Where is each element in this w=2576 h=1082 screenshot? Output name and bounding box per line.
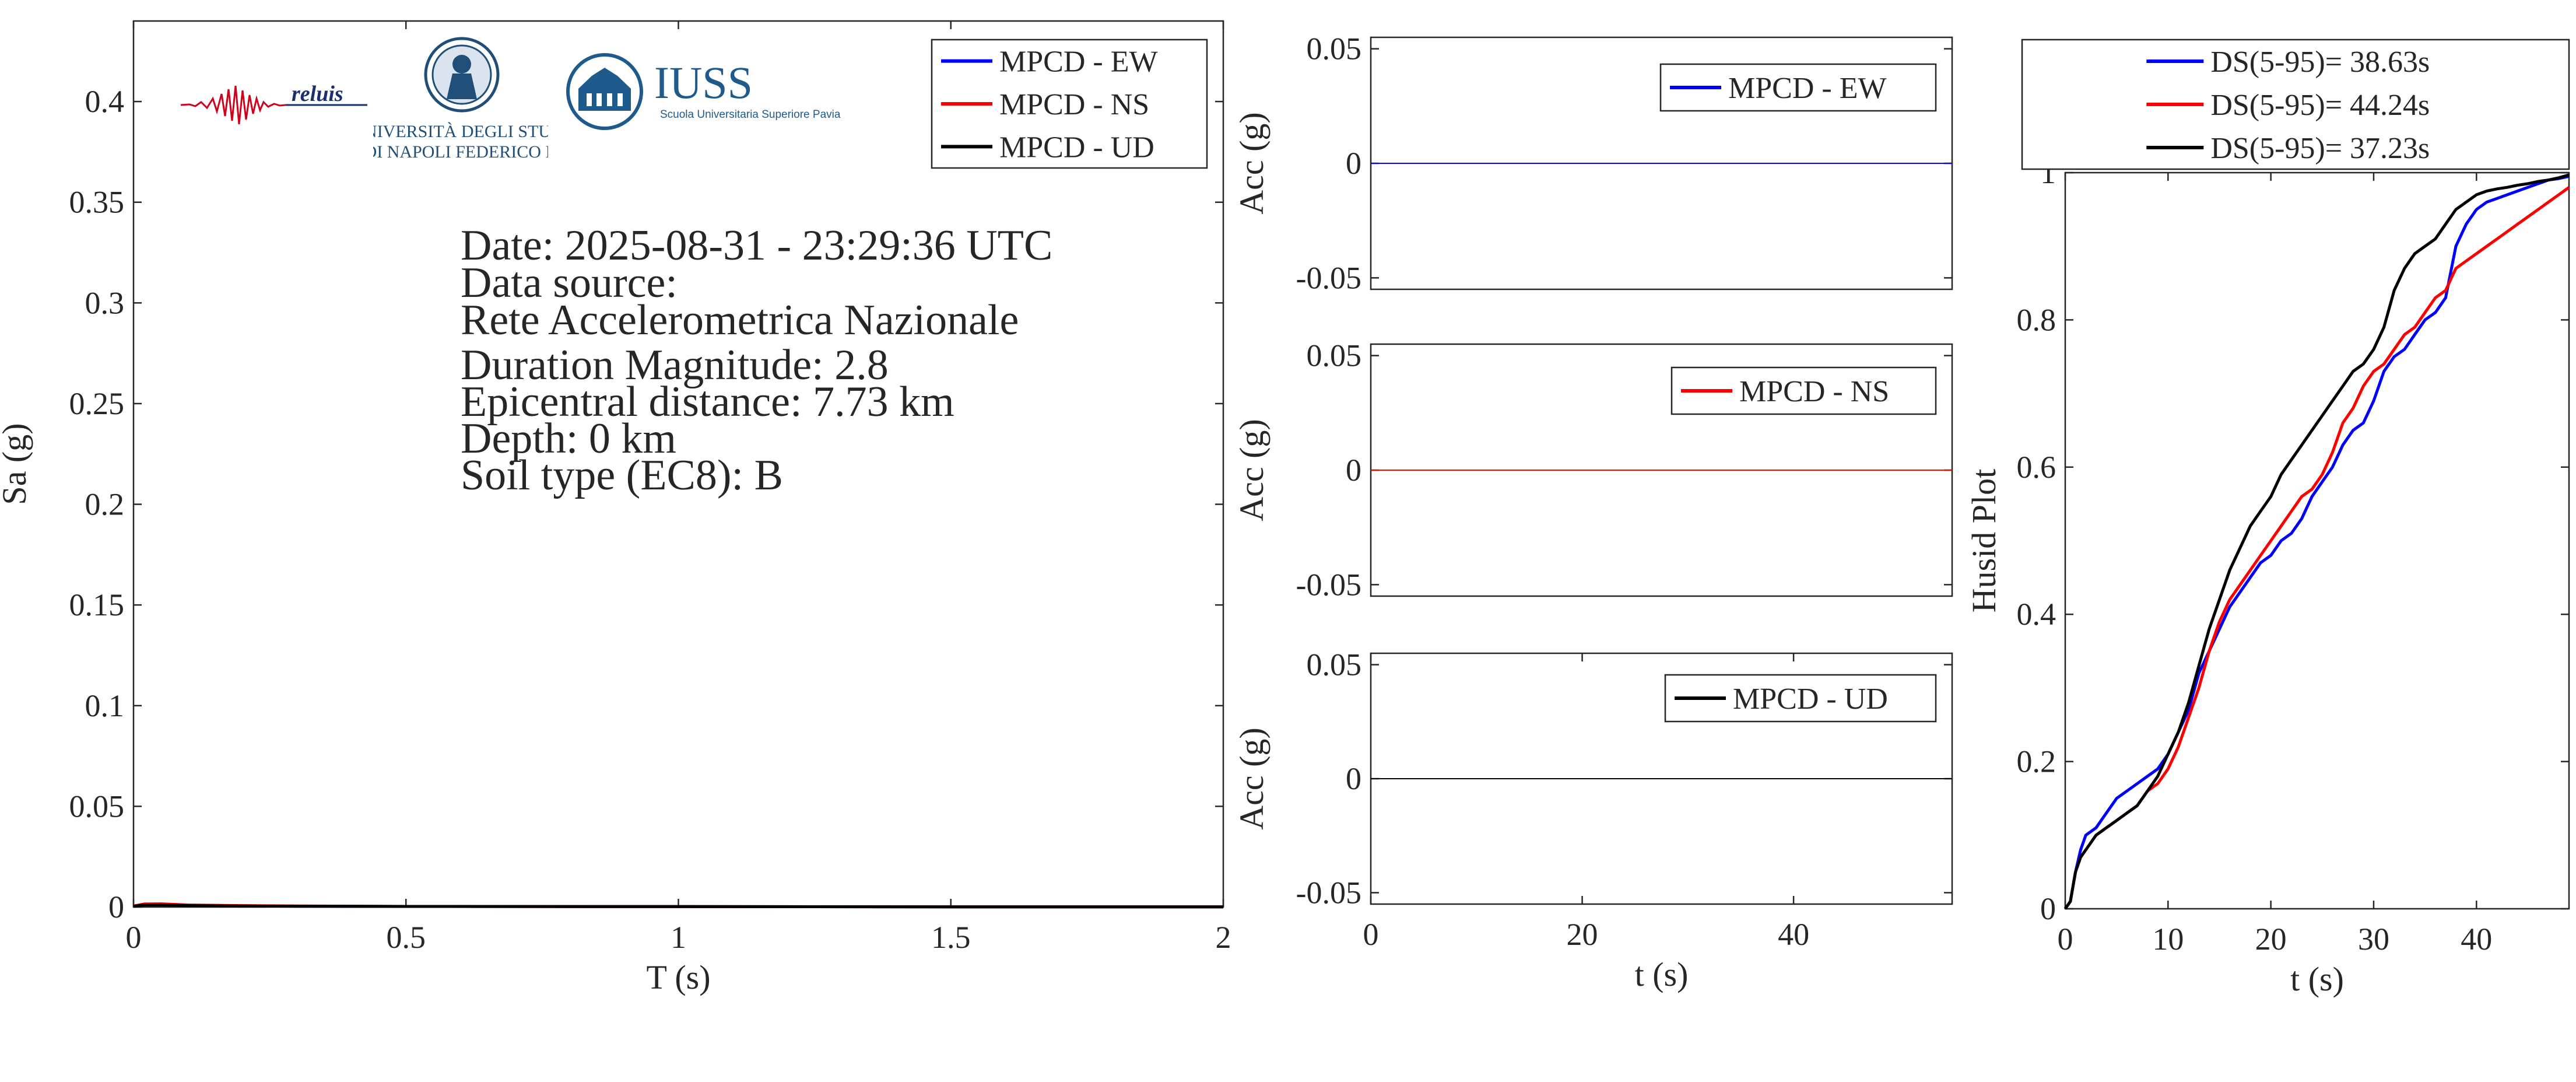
reluis-logo: reluis bbox=[180, 73, 367, 137]
husid-series-2 bbox=[2063, 173, 2570, 910]
spectrum-xtick-label: 0 bbox=[126, 920, 142, 955]
husid-xtick-label: 20 bbox=[2255, 922, 2287, 957]
acc-ud-legend-label: MPCD - UD bbox=[1733, 682, 1888, 716]
chart-spectrum: 0 0.05 0.1 0.15 0.2 0.25 0.3 0.35 0.4 0 0.5 1 1.5 2 T … bbox=[0, 20, 1231, 996]
acc-ns-ytick-label: 0 bbox=[1346, 453, 1361, 488]
iuss-emblem-icon: IUSS Scuola Universitaria Superiore Pavi… bbox=[566, 53, 841, 130]
acc-ns-ylabel: Acc (g) bbox=[1233, 419, 1271, 521]
acc-ew-legend: MPCD - EW bbox=[1659, 63, 1937, 112]
event-info-depth: Depth: 0 km bbox=[461, 415, 676, 463]
spectrum-xtick-label: 1.5 bbox=[931, 920, 971, 955]
spectrum-ytick-label: 0.05 bbox=[69, 789, 125, 824]
acc-ns-legend-label: MPCD - NS bbox=[1739, 375, 1889, 408]
reluis-seismogram-icon: reluis bbox=[180, 82, 367, 125]
reluis-logo-text: reluis bbox=[292, 82, 343, 106]
husid-ylabel: Husid Plot bbox=[1965, 469, 2003, 613]
spectrum-legend: MPCD - EW MPCD - NS MPCD - UD bbox=[931, 38, 1208, 169]
husid-xtick-label: 40 bbox=[2461, 922, 2492, 957]
acc-ud-ylabel: Acc (g) bbox=[1233, 727, 1271, 830]
chart-acc-ns: -0.05 0 0.05 Acc (g) MPCD - NS bbox=[1233, 338, 1953, 602]
event-info-source_label: Data source: bbox=[461, 259, 678, 307]
spectrum-legend-label: MPCD - NS bbox=[999, 88, 1149, 121]
acc-ew-ytick-label: -0.05 bbox=[1296, 260, 1361, 295]
acc-ns-legend: MPCD - NS bbox=[1670, 366, 1937, 415]
husid-ytick-label: 0.6 bbox=[2017, 450, 2056, 485]
acc-ud-xtick-label: 40 bbox=[1778, 917, 1809, 952]
husid-ytick-label: 0 bbox=[2040, 891, 2056, 926]
spectrum-series-2 bbox=[133, 904, 1223, 909]
event-info-magnitude: Duration Magnitude: 2.8 bbox=[461, 341, 889, 389]
acc-ud-ytick-label: 0 bbox=[1346, 761, 1361, 796]
spectrum-xtick-label: 0.5 bbox=[387, 920, 426, 955]
spectrum-legend-label: MPCD - EW bbox=[999, 45, 1158, 79]
acc-ud-ytick-label: 0.05 bbox=[1307, 647, 1362, 682]
spectrum-xtick-label: 2 bbox=[1216, 920, 1231, 955]
acc-ew-ytick-label: 0.05 bbox=[1307, 31, 1362, 66]
iuss-logo-subtitle: Scuola Universitaria Superiore Pavia bbox=[660, 108, 841, 121]
acc-ud-ytick-label: -0.05 bbox=[1296, 875, 1361, 910]
husid-series-0 bbox=[2063, 174, 2570, 910]
husid-xtick-label: 10 bbox=[2152, 922, 2184, 957]
acc-ud-xlabel: t (s) bbox=[1635, 955, 1689, 993]
acc-ud-legend: MPCD - UD bbox=[1664, 674, 1937, 723]
unina-logo-line2: DI NAPOLI FEDERICO II bbox=[373, 142, 548, 162]
husid-legend-label: DS(5-95)= 44.24s bbox=[2210, 89, 2430, 122]
acc-ew-ytick-label: 0 bbox=[1346, 146, 1361, 181]
spectrum-ylabel: Sa (g) bbox=[0, 423, 33, 505]
spectrum-ytick-label: 0.25 bbox=[69, 386, 125, 421]
acc-ew-ylabel: Acc (g) bbox=[1233, 112, 1271, 215]
spectrum-xlabel: T (s) bbox=[646, 958, 710, 996]
spectrum-ytick-label: 0.4 bbox=[85, 84, 125, 119]
acc-ud-xtick-label: 20 bbox=[1567, 917, 1598, 952]
iuss-logo-title: IUSS bbox=[654, 57, 753, 108]
husid-xtick-label: 30 bbox=[2358, 922, 2389, 957]
husid-legend-label: DS(5-95)= 37.23s bbox=[2210, 132, 2430, 165]
husid-ytick-label: 0.2 bbox=[2017, 744, 2056, 779]
event-info-distance: Epicentral distance: 7.73 km bbox=[461, 378, 954, 426]
event-info-date: Date: 2025-08-31 - 23:29:36 UTC bbox=[461, 222, 1052, 269]
acc-ud-xtick-label: 0 bbox=[1363, 917, 1379, 952]
husid-legend-box bbox=[2021, 38, 2570, 170]
acc-ns-ytick-label: -0.05 bbox=[1296, 567, 1361, 602]
event-info-soil: Soil type (EC8): B bbox=[461, 451, 783, 499]
spectrum-ytick-label: 0.15 bbox=[69, 587, 125, 622]
spectrum-ytick-label: 0.3 bbox=[85, 285, 125, 320]
spectrum-xtick-label: 1 bbox=[671, 920, 686, 955]
acc-ew-legend-label: MPCD - EW bbox=[1728, 72, 1887, 105]
husid-legend: DS(5-95)= 38.63s DS(5-95)= 44.24s DS(5-95)… bbox=[2021, 38, 2570, 170]
spectrum-ytick-label: 0.1 bbox=[85, 688, 125, 723]
husid-ytick-label: 0.8 bbox=[2017, 302, 2056, 337]
event-info-source: Rete Accelerometrica Nazionale bbox=[461, 296, 1019, 344]
chart-acc-ew: -0.05 0 0.05 Acc (g) MPCD - EW bbox=[1233, 31, 1953, 295]
acc-ns-ytick-label: 0.05 bbox=[1307, 338, 1362, 373]
husid-xlabel: t (s) bbox=[2290, 960, 2344, 998]
spectrum-ytick-label: 0.2 bbox=[85, 487, 125, 522]
iuss-logo: IUSS Scuola Universitaria Superiore Pavi… bbox=[566, 52, 875, 131]
husid-legend-label: DS(5-95)= 38.63s bbox=[2210, 45, 2430, 79]
chart-husid: 00.20.40.60.810 10 20 30 40t (s)Husid PlotDS… bbox=[1965, 38, 2570, 998]
spectrum-ytick-label: 0.35 bbox=[69, 185, 125, 220]
spectrum-legend-label: MPCD - UD bbox=[999, 131, 1154, 164]
husid-ytick-label: 0.4 bbox=[2017, 597, 2056, 632]
husid-xtick-label: 0 bbox=[2058, 922, 2073, 957]
spectrum-ytick-label: 0 bbox=[108, 890, 124, 925]
